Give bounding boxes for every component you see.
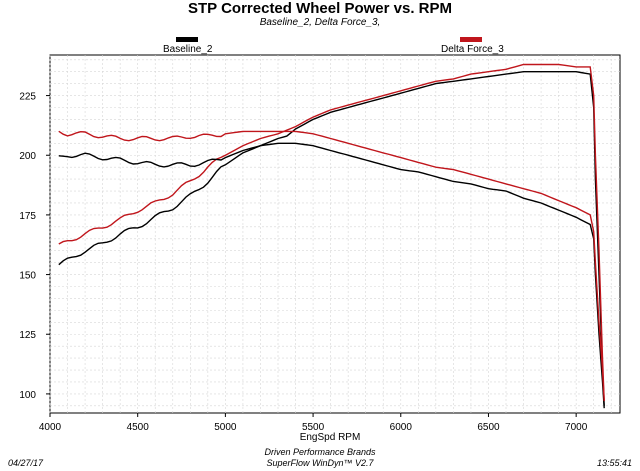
legend-label-delta-force: Delta Force_3 [441, 44, 504, 55]
legend-swatch-delta-force [460, 37, 482, 42]
x-tick-label: 7000 [565, 422, 588, 433]
y-tick-label: 150 [19, 271, 36, 282]
x-tick-label: 4500 [127, 422, 150, 433]
footer-company: Driven Performance Brands [264, 447, 376, 457]
series-line-baseline-2-power [58, 70, 605, 406]
series-lines [58, 63, 605, 409]
x-tick-label: 6000 [390, 422, 413, 433]
y-tick-label: 225 [19, 92, 36, 103]
legend-swatch-baseline [176, 37, 198, 42]
y-tick-label: 200 [19, 151, 36, 162]
series-line-delta-force-3-power [58, 63, 605, 402]
x-tick-label: 5500 [302, 422, 325, 433]
footer-time: 13:55:41 [596, 458, 632, 468]
axis-ticks: 4000 4500 5000 5500 6000 6500 7000 100 125 150 175… [19, 92, 587, 433]
x-axis-label: EngSpd RPM [300, 432, 361, 443]
x-tick-label: 5000 [214, 422, 237, 433]
chart-title: STP Corrected Wheel Power vs. RPM [188, 0, 452, 17]
y-tick-label: 100 [19, 390, 36, 401]
x-tick-label: 4000 [39, 422, 62, 433]
plot-area [49, 54, 621, 414]
chart-subtitle: Baseline_2, Delta Force_3, [259, 17, 381, 28]
series-line-baseline-2-torque [58, 142, 605, 409]
footer-software: SuperFlow WinDyn™ V2.7 [266, 458, 374, 468]
y-tick-label: 125 [19, 330, 36, 341]
grid-lines [49, 55, 620, 413]
x-tick-label: 6500 [477, 422, 500, 433]
footer-date: 04/27/17 [8, 458, 44, 468]
series-line-delta-force-3-torque [58, 130, 605, 402]
legend-label-baseline: Baseline_2 [163, 44, 213, 55]
y-tick-label: 175 [19, 211, 36, 222]
